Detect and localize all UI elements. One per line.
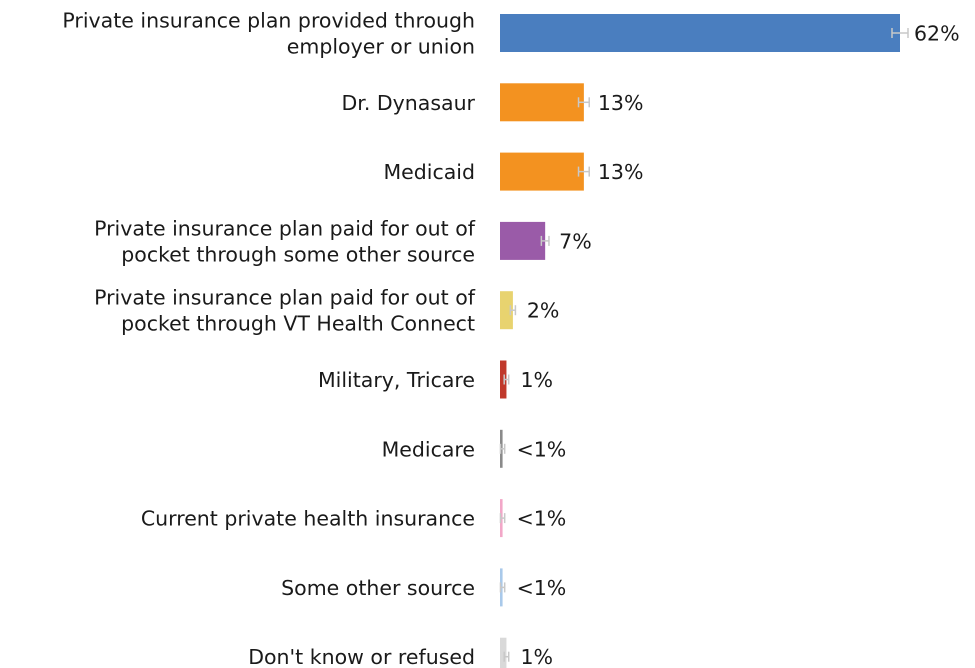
bar-4 [500, 291, 513, 330]
error-bar-9 [503, 651, 510, 662]
category-label-0: Private insurance plan provided through e… [62, 9, 475, 59]
bar-1 [500, 83, 584, 122]
category-label-2: Medicaid [383, 160, 475, 184]
error-bar-0 [891, 28, 909, 38]
bar-5 [500, 360, 507, 399]
bar-0 [500, 14, 900, 52]
category-label-7: Current private health insurance [141, 507, 475, 531]
error-bar-3 [540, 235, 550, 246]
error-bar-6 [499, 443, 506, 454]
value-label-3: 7% [559, 229, 592, 253]
bar-9 [500, 637, 507, 668]
error-bar-8 [499, 582, 506, 593]
category-label-3: Private insurance plan paid for out of po… [94, 216, 476, 266]
value-label-7: <1% [517, 507, 567, 531]
category-label-4: Private insurance plan paid for out of po… [94, 286, 476, 336]
error-bar-1 [577, 97, 590, 108]
error-bar-7 [499, 513, 506, 524]
category-label-8: Some other source [281, 576, 475, 600]
value-label-2: 13% [598, 160, 644, 184]
category-label-9: Don't know or refused [248, 645, 475, 668]
error-bar-2 [577, 166, 590, 177]
value-label-1: 13% [598, 91, 644, 115]
value-label-0: 62% [914, 22, 960, 46]
error-bar-4 [509, 305, 517, 316]
category-label-5: Military, Tricare [318, 368, 475, 392]
value-label-5: 1% [520, 368, 553, 392]
value-label-8: <1% [517, 576, 567, 600]
error-bar-5 [503, 374, 510, 385]
bar-2 [500, 152, 584, 191]
value-label-6: <1% [517, 437, 567, 461]
category-label-6: Medicare [382, 437, 475, 461]
value-label-4: 2% [527, 299, 560, 323]
category-label-1: Dr. Dynasaur [341, 91, 475, 115]
bar-3 [500, 221, 546, 260]
value-label-9: 1% [520, 645, 553, 668]
